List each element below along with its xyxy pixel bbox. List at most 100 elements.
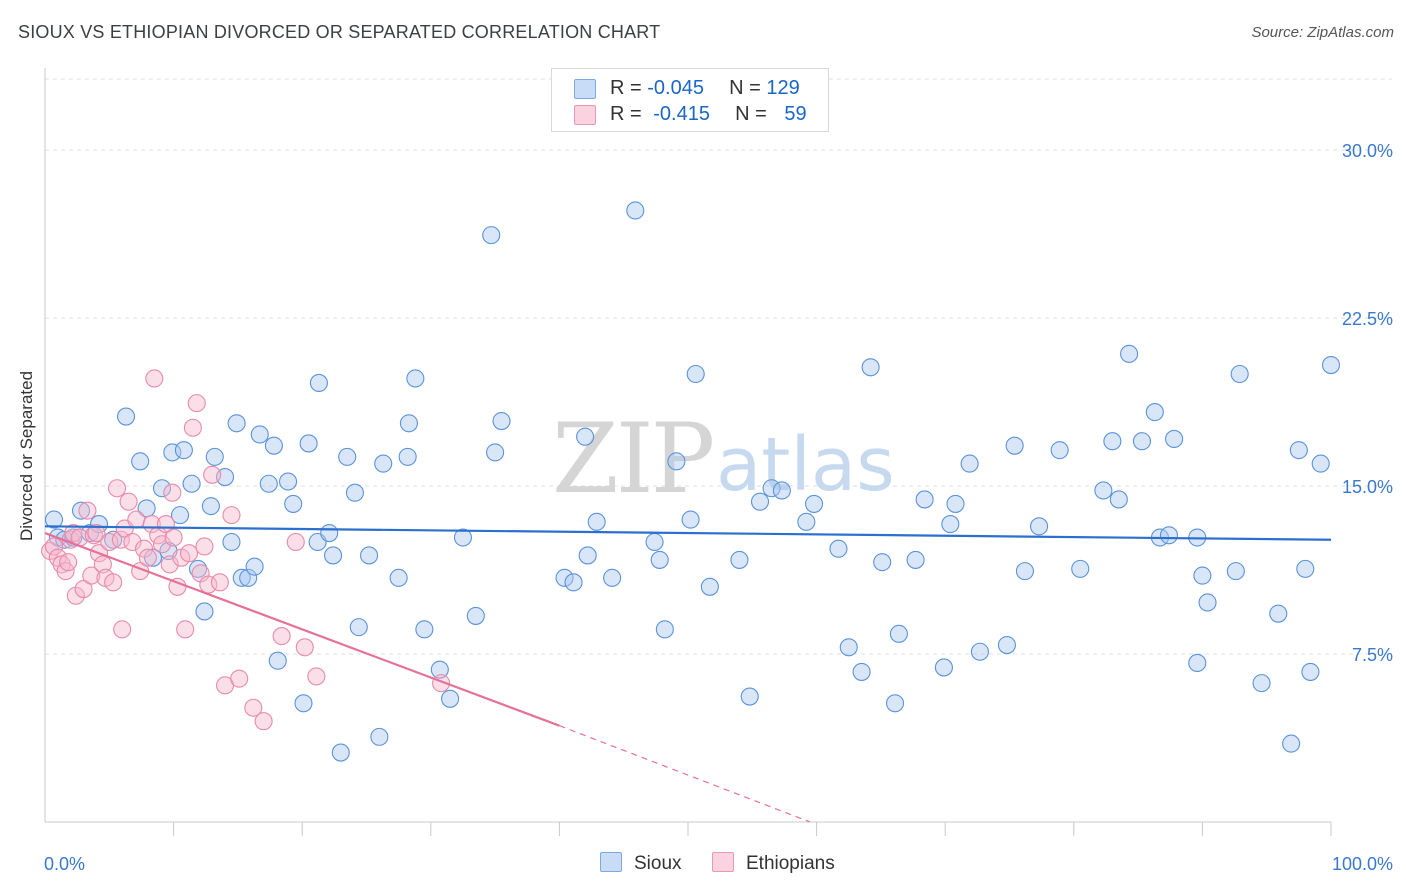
y-tick-label: 7.5% xyxy=(1352,645,1393,665)
sioux-point xyxy=(44,510,64,529)
sioux-point xyxy=(227,414,246,433)
y-tick-label: 30.0% xyxy=(1342,141,1393,161)
legend-item-sioux[interactable]: Sioux xyxy=(600,852,682,875)
tick-labels: 7.5% 15.0% 22.5% 30.0% 0.0% 100.0% xyxy=(44,141,1393,874)
sioux-point xyxy=(750,492,770,511)
sioux-point xyxy=(1269,604,1288,623)
ethiopians-point xyxy=(111,530,130,549)
y-axis-label: Divorced or Separated xyxy=(17,370,36,542)
sioux-point xyxy=(700,577,719,596)
sioux-point xyxy=(174,441,193,460)
ethiopians-point xyxy=(307,667,326,686)
ethiopians-point xyxy=(160,555,179,574)
legend-swatch-sioux xyxy=(600,852,622,872)
sioux-point xyxy=(1050,441,1069,460)
sioux-point xyxy=(1132,432,1152,451)
sioux-point xyxy=(250,425,269,444)
ethiopians-point xyxy=(163,483,182,502)
ethiopians-point xyxy=(210,573,229,592)
x-tick-label: 100.0% xyxy=(1332,854,1393,874)
watermark: ZIP atlas xyxy=(552,403,895,515)
legend-n-label: N = xyxy=(735,103,767,125)
sioux-point xyxy=(1109,490,1128,509)
ethiopians-point xyxy=(134,539,154,558)
ethiopians-point xyxy=(295,638,314,657)
y-tick-label: 15.0% xyxy=(1342,477,1393,497)
legend-n-value: 129 xyxy=(766,77,800,99)
sioux-point xyxy=(406,369,425,388)
sioux-trend-line xyxy=(44,525,1332,541)
ethiopians-point xyxy=(107,479,127,498)
sioux-point xyxy=(492,411,511,431)
sioux-point xyxy=(245,557,264,576)
sioux-point xyxy=(934,658,953,677)
sioux-point xyxy=(324,546,343,565)
ethiopians-point xyxy=(286,532,305,552)
ethiopians-point xyxy=(93,555,112,574)
ethiopians-point xyxy=(195,537,214,556)
legend-item-ethiopians[interactable]: Ethiopians xyxy=(712,852,835,875)
ethiopians-point xyxy=(183,418,202,437)
sioux-point xyxy=(239,568,258,587)
sioux-point xyxy=(1188,653,1207,673)
sioux-point xyxy=(360,546,379,565)
sioux-point xyxy=(299,434,318,453)
sioux-point xyxy=(681,510,700,529)
ethiopians-point xyxy=(66,586,85,605)
correlation-legend: R = -0.045 N = 129 R = -0.415 N = 59 xyxy=(551,68,829,132)
sioux-point xyxy=(170,506,190,525)
sioux-point xyxy=(603,568,622,587)
ethiopians-point xyxy=(127,510,146,529)
sioux-point xyxy=(1230,364,1249,384)
sioux-point xyxy=(587,512,606,531)
sioux-point xyxy=(309,373,328,393)
sioux-point xyxy=(320,523,339,543)
sioux-point xyxy=(1159,526,1179,545)
legend-r-value: -0.045 xyxy=(647,77,704,99)
sioux-point xyxy=(331,743,350,762)
sioux-point xyxy=(578,546,597,565)
sioux-point xyxy=(804,494,824,513)
sioux-point xyxy=(1193,566,1212,585)
sioux-point xyxy=(885,694,905,713)
ethiopians-point xyxy=(176,620,195,639)
sioux-point xyxy=(279,472,298,491)
sioux-point xyxy=(205,447,224,466)
sioux-point xyxy=(345,483,364,502)
sioux-point xyxy=(829,539,848,558)
ethiopians-point xyxy=(203,465,222,484)
sioux-point xyxy=(1120,344,1139,363)
ethiopians-point xyxy=(123,532,142,552)
sioux-point xyxy=(415,620,434,639)
sioux-point xyxy=(374,454,393,473)
ethiopians-point xyxy=(187,394,206,413)
sioux-point xyxy=(655,620,674,639)
sioux-point xyxy=(264,436,283,455)
sioux-point xyxy=(195,602,214,621)
sioux-point xyxy=(482,226,501,245)
ethiopians-point xyxy=(272,627,291,646)
sioux-point xyxy=(486,443,505,462)
sioux-point xyxy=(398,447,417,466)
sioux-point xyxy=(1282,734,1301,753)
sioux-point xyxy=(349,618,368,637)
ethiopians-point xyxy=(44,537,64,556)
sioux-point xyxy=(259,474,278,493)
sioux-point xyxy=(1103,432,1122,451)
trend-lines xyxy=(44,525,1332,823)
sioux-point xyxy=(338,447,357,466)
sioux-point xyxy=(667,452,686,471)
sioux-point xyxy=(970,642,989,661)
sioux-point xyxy=(1094,481,1113,500)
sioux-point xyxy=(1311,454,1330,473)
sioux-point xyxy=(222,532,241,552)
sioux-point xyxy=(152,479,172,498)
x-tick-label: 0.0% xyxy=(44,854,85,874)
watermark-atlas: atlas xyxy=(716,422,895,508)
ethiopians-point xyxy=(138,548,157,567)
ethiopians-point xyxy=(152,535,172,554)
sioux-point xyxy=(441,689,460,708)
ethiopians-trend-line xyxy=(44,532,560,727)
sioux-point xyxy=(268,651,287,670)
sioux-point xyxy=(941,515,960,534)
